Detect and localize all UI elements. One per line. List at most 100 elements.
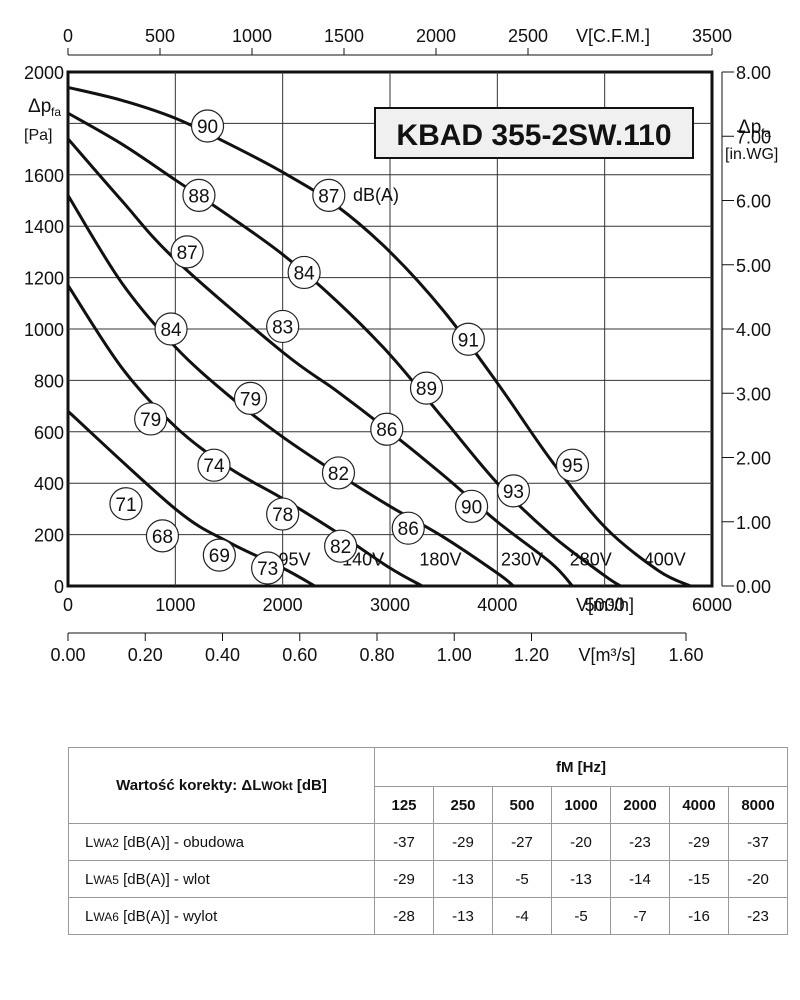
noise-level-label: 91 — [458, 330, 479, 351]
frequency-header: fM [Hz] — [374, 747, 788, 787]
fan-curve-chart: 0 200 400 600 800 1000 1200 1400 1600 2000 0.00 1.0… — [24, 26, 778, 665]
row-label-sub: WA6 — [93, 909, 119, 924]
table-cell: -20 — [551, 823, 611, 861]
x-tick-label: 4000 — [477, 595, 517, 615]
noise-level-circle — [266, 497, 300, 531]
x-m3s-tick-label: 1.60 — [668, 645, 703, 665]
dba-label: dB(A) — [353, 185, 399, 205]
noise-level-circle — [496, 474, 531, 508]
row-label-sub: WA2 — [93, 835, 119, 850]
noise-level-circle — [251, 551, 285, 585]
noise-level-label: 84 — [160, 320, 182, 341]
x-m3s-tick-label: 0.00 — [50, 645, 85, 665]
noise-level-label: 86 — [398, 519, 419, 540]
noise-level-circle — [555, 448, 590, 482]
x-m3s-tick-label: 0.80 — [359, 645, 394, 665]
noise-level-label: 79 — [240, 389, 261, 410]
x-axis-title: V[m³/h] — [576, 595, 634, 615]
table-cell: -28 — [374, 897, 434, 935]
y-axis-title: Δp — [28, 96, 51, 117]
y-tick-label: 2000 — [24, 63, 64, 83]
noise-level-circle — [324, 529, 358, 563]
y-right-title-sub: fa — [761, 126, 771, 140]
correction-table: Wartość korekty: ΔLWOkt [dB] fM [Hz] 125… — [68, 747, 788, 935]
row-label-text: [dB(A)] - wylot — [118, 907, 218, 925]
x-tick-label: 3000 — [370, 595, 410, 615]
table-cell: -29 — [433, 823, 493, 861]
row-label: LWA2 [dB(A)] - obudowa — [68, 823, 375, 861]
table-cell: -13 — [551, 860, 611, 898]
noise-level-circle — [391, 511, 425, 545]
noise-level-label: 83 — [272, 317, 293, 338]
row-label-text: [dB(A)] - obudowa — [118, 833, 244, 851]
noise-level-label: 79 — [140, 410, 161, 431]
x-tick-label: 6000 — [692, 595, 732, 615]
table-cell: -20 — [728, 860, 788, 898]
fan-curve-95v — [66, 410, 316, 588]
y-axis-title-sub: fa — [51, 105, 61, 119]
table-cell: -16 — [669, 897, 729, 935]
y-tick-label: 1400 — [24, 217, 64, 237]
x-top-tick-label: 1500 — [324, 26, 364, 46]
frequency-cell: 1000 — [551, 786, 611, 824]
table-cell: -7 — [610, 897, 670, 935]
noise-level-circle — [266, 309, 300, 344]
y-right-tick-label: 5.00 — [736, 256, 771, 276]
noise-level-label: 78 — [272, 505, 293, 526]
noise-level-label: 86 — [376, 420, 397, 441]
chart-title-box: KBAD 355-2SW.110 — [374, 107, 694, 159]
frequency-cell: 8000 — [728, 786, 788, 824]
x-m3s-tick-label: 0.40 — [205, 645, 240, 665]
voltage-label: 280V — [570, 549, 612, 569]
noise-level-circle — [287, 255, 321, 290]
y-tick-label: 400 — [34, 474, 64, 494]
fan-curve-280v — [67, 111, 622, 588]
x-top-tick-label: 3500 — [692, 26, 732, 46]
table-cell: -5 — [551, 897, 611, 935]
y-tick-label: 600 — [34, 423, 64, 443]
table-cell: -13 — [433, 897, 493, 935]
noise-level-label: 90 — [461, 497, 482, 518]
row-label-prefix: L — [85, 907, 94, 925]
row-label-prefix: L — [85, 833, 94, 851]
noise-level-circle — [170, 235, 204, 269]
y-tick-label: 0 — [54, 577, 64, 597]
x-top-tick-label: 2000 — [416, 26, 456, 46]
x-top-tick-label: 500 — [145, 26, 175, 46]
noise-level-circle — [190, 109, 225, 143]
correction-table-wrap: Wartość korekty: ΔLWOkt [dB] fM [Hz] 125… — [68, 747, 788, 935]
x-tick-label: 5000 — [585, 595, 625, 615]
correction-header: Wartość korekty: ΔLWOkt [dB] — [68, 747, 375, 824]
voltage-label: 95V — [278, 549, 310, 569]
table-row: LWA5 [dB(A)] - wlot -29 -13 -5 -13 -14 -15 -20 — [68, 860, 788, 898]
y-tick-label: 800 — [34, 371, 64, 391]
noise-level-circle — [233, 381, 268, 415]
axes: 0 200 400 600 800 1000 1200 1400 1600 2000 0.00 1.0… — [24, 26, 771, 665]
frequency-cell: 2000 — [610, 786, 670, 824]
y-tick-label: 1200 — [24, 269, 64, 289]
y-right-tick-label: 2.00 — [736, 449, 771, 469]
row-label-prefix: L — [85, 870, 94, 888]
frequency-row: 125 250 500 1000 2000 4000 8000 — [69, 786, 788, 824]
x-top-tick-label: 0 — [63, 26, 73, 46]
noise-level-label: 87 — [177, 243, 198, 264]
noise-level-circle — [312, 178, 346, 212]
y-right-tick-label: 1.00 — [736, 513, 771, 533]
noise-level-label: 93 — [503, 482, 524, 503]
noise-level-label: 87 — [318, 186, 339, 207]
fan-curve-400v — [67, 85, 692, 588]
table-cell: -29 — [669, 823, 729, 861]
table-cell: -23 — [728, 897, 788, 935]
noise-level-label: 95 — [562, 456, 583, 477]
correction-header-sub: WOkt — [261, 779, 293, 793]
x-tick-label: 0 — [63, 595, 73, 615]
fan-curve-180v — [66, 194, 515, 588]
frequency-cell: 4000 — [669, 786, 729, 824]
frequency-cell: 250 — [433, 786, 493, 824]
x-m3s-tick-label: 0.20 — [128, 645, 163, 665]
y-right-tick-label: 0.00 — [736, 577, 771, 597]
y-tick-label: 1000 — [24, 320, 64, 340]
y-right-tick-label: 7.00 — [736, 127, 771, 147]
frequency-cell: 500 — [492, 786, 552, 824]
fan-curves — [66, 85, 692, 588]
